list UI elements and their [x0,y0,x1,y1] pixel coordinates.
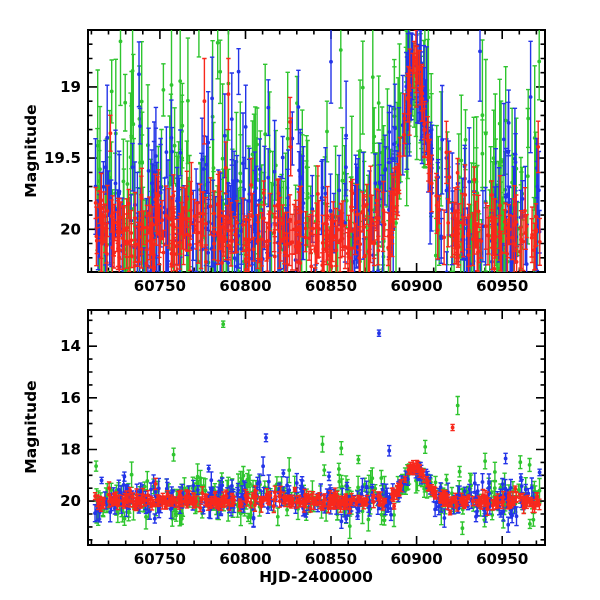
x-tick-label: 60800 [219,550,271,568]
y-tick-label: 19.5 [44,149,81,167]
x-tick-label: 60750 [134,277,186,295]
y-axis-label-bottom: Magnitude [22,380,40,473]
x-tick-label: 60950 [476,277,528,295]
x-tick-label: 60800 [219,277,271,295]
x-tick-label: 60900 [391,550,443,568]
x-tick-label: 60850 [305,550,357,568]
series-green-outlier [339,441,344,456]
x-tick-label: 60900 [391,277,443,295]
series-blue-outlier [477,30,483,102]
y-tick-label: 18 [60,441,81,459]
series-green-outlier [171,447,176,462]
series-green-outlier [118,30,123,107]
series-blue-outlier [503,452,508,465]
series-green-outlier [482,452,488,470]
series-red-outlier [226,57,231,131]
series-red [92,459,542,516]
x-tick-label: 60850 [305,277,357,295]
series-blue-outlier [387,444,392,457]
data-layer [93,30,542,272]
series-green-outlier [221,320,226,328]
series-red-outlier [202,57,207,145]
y-tick-label: 19 [60,78,81,96]
data-layer [92,320,542,540]
axis-ticks [88,29,545,273]
bottom-panel: 60750 60800 60850 60900 60950 14 16 18 20 [60,309,546,568]
y-tick-label: 14 [60,337,81,355]
y-tick-label: 20 [60,492,81,510]
axis-ticks [88,310,545,545]
series-green-outlier [455,395,460,416]
series-green-outlier [527,457,532,473]
series-green-outlier [423,439,428,454]
series-red [93,30,542,272]
series-blue-outlier [376,329,382,337]
series-blue-outlier [263,433,269,443]
panel-frame [87,309,546,546]
x-tick-label: 60950 [476,550,528,568]
top-panel: 60750 60800 60850 60900 60950 19 19.5 20 [44,29,546,295]
series-green-outlier [320,435,325,453]
y-tick-label: 16 [60,389,81,407]
x-axis-label: HJD-2400000 [259,568,373,586]
y-axis-label-top: Magnitude [22,104,40,197]
series-red-outlier [450,423,455,432]
x-tick-label: 60750 [134,550,186,568]
y-tick-label: 20 [60,220,81,238]
